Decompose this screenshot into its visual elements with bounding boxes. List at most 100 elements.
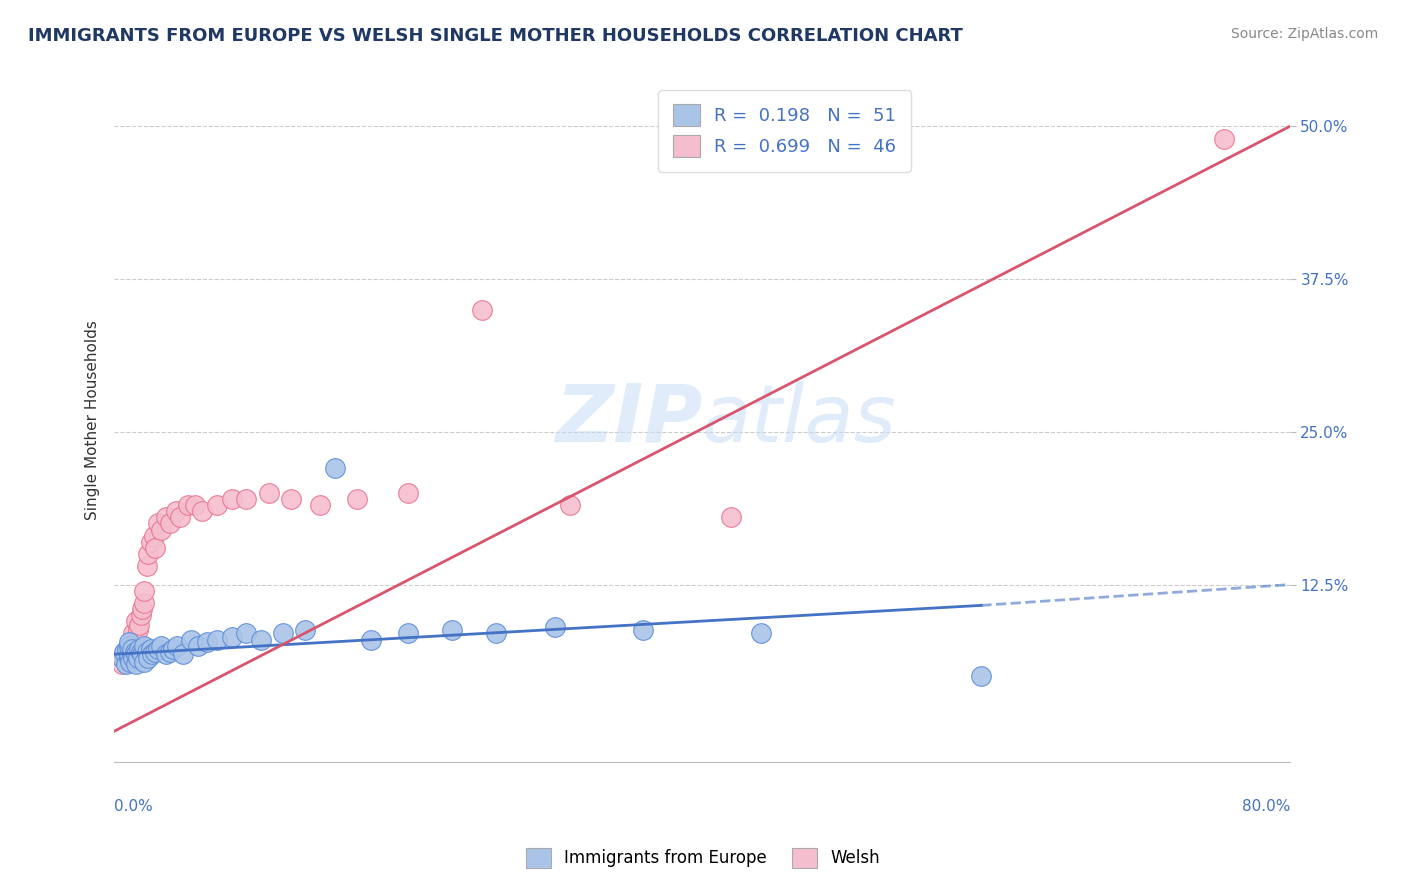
Point <box>235 626 257 640</box>
Point <box>558 498 581 512</box>
Point <box>122 626 145 640</box>
Point <box>155 510 177 524</box>
Text: Source: ZipAtlas.com: Source: ZipAtlas.com <box>1230 27 1378 41</box>
Point <box>120 655 142 669</box>
Point <box>125 614 148 628</box>
Point <box>309 498 332 512</box>
Point <box>205 498 228 512</box>
Point <box>122 651 145 665</box>
Legend: Immigrants from Europe, Welsh: Immigrants from Europe, Welsh <box>519 841 887 875</box>
Point <box>121 647 143 661</box>
Point <box>176 498 198 512</box>
Point <box>111 651 134 665</box>
Point <box>118 647 141 661</box>
Point <box>124 642 146 657</box>
Point <box>221 630 243 644</box>
Point <box>143 645 166 659</box>
Point <box>187 639 209 653</box>
Point <box>118 639 141 653</box>
Point <box>120 642 142 657</box>
Point <box>121 642 143 657</box>
Point <box>132 596 155 610</box>
Point <box>280 491 302 506</box>
Point <box>396 486 419 500</box>
Point <box>141 647 163 661</box>
Point <box>165 504 187 518</box>
Point <box>184 498 207 512</box>
Point <box>115 657 138 671</box>
Point <box>396 626 419 640</box>
Point <box>128 642 150 657</box>
Point <box>128 618 150 632</box>
Point <box>132 655 155 669</box>
Point <box>125 657 148 671</box>
Point <box>162 642 184 657</box>
Point <box>117 645 139 659</box>
Point <box>180 632 202 647</box>
Point <box>110 657 132 671</box>
Point <box>136 651 159 665</box>
Point <box>142 529 165 543</box>
Point <box>114 647 136 661</box>
Point <box>172 647 194 661</box>
Point <box>118 635 141 649</box>
Point <box>159 516 181 531</box>
Point <box>131 647 153 661</box>
Point <box>127 651 149 665</box>
Point <box>150 639 173 653</box>
Point <box>271 626 294 640</box>
Point <box>346 491 368 506</box>
Point <box>129 608 152 623</box>
Point <box>135 645 157 659</box>
Point <box>121 635 143 649</box>
Point <box>159 645 181 659</box>
Point <box>360 632 382 647</box>
Point <box>143 541 166 555</box>
Text: ZIP: ZIP <box>555 381 702 458</box>
Point <box>195 635 218 649</box>
Point <box>127 623 149 637</box>
Text: 0.0%: 0.0% <box>114 799 153 814</box>
Point <box>135 559 157 574</box>
Text: atlas: atlas <box>702 381 897 458</box>
Point <box>1212 131 1234 145</box>
Point <box>485 626 508 640</box>
Text: 80.0%: 80.0% <box>1241 799 1289 814</box>
Point <box>205 632 228 647</box>
Point <box>544 620 567 634</box>
Point <box>257 486 280 500</box>
Point <box>118 647 141 661</box>
Point <box>221 491 243 506</box>
Point <box>114 645 136 659</box>
Point <box>720 510 742 524</box>
Point <box>136 547 159 561</box>
Point <box>131 602 153 616</box>
Legend: R =  0.198   N =  51, R =  0.699   N =  46: R = 0.198 N = 51, R = 0.699 N = 46 <box>658 90 911 172</box>
Point <box>169 510 191 524</box>
Point <box>110 651 132 665</box>
Point <box>148 516 170 531</box>
Point <box>132 639 155 653</box>
Point <box>323 461 346 475</box>
Point <box>970 669 993 683</box>
Point <box>148 642 170 657</box>
Point <box>125 632 148 647</box>
Point <box>139 534 162 549</box>
Point <box>633 623 655 637</box>
Point <box>150 523 173 537</box>
Point <box>471 302 494 317</box>
Point <box>191 504 214 518</box>
Point <box>122 632 145 647</box>
Point <box>166 639 188 653</box>
Point <box>132 583 155 598</box>
Point <box>118 651 141 665</box>
Point <box>117 642 139 657</box>
Point <box>125 647 148 661</box>
Point <box>294 623 316 637</box>
Point <box>749 626 772 640</box>
Text: IMMIGRANTS FROM EUROPE VS WELSH SINGLE MOTHER HOUSEHOLDS CORRELATION CHART: IMMIGRANTS FROM EUROPE VS WELSH SINGLE M… <box>28 27 963 45</box>
Point <box>250 632 273 647</box>
Point <box>139 642 162 657</box>
Point <box>124 645 146 659</box>
Point <box>129 645 152 659</box>
